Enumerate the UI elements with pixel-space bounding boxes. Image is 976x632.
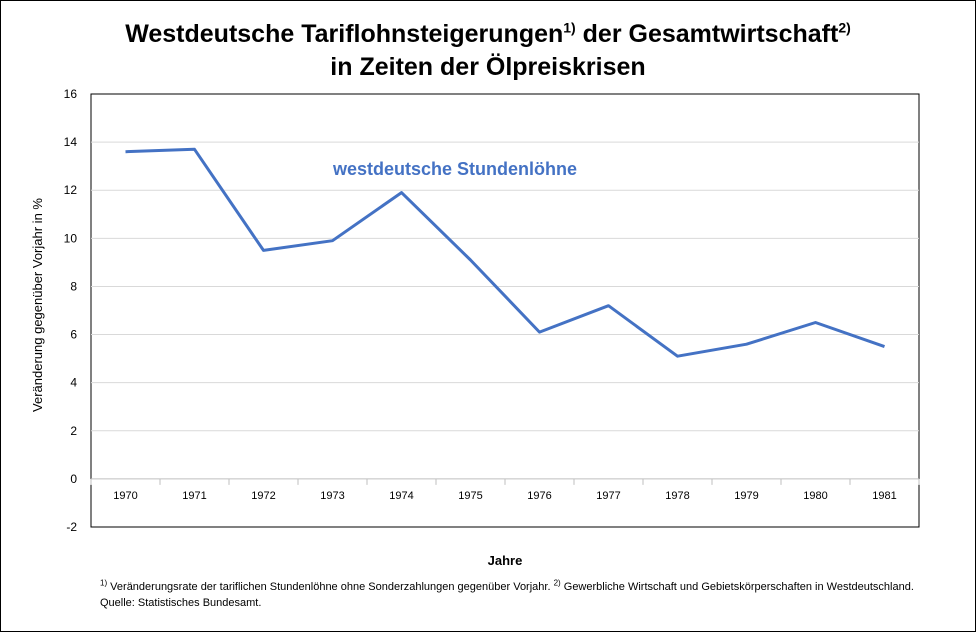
x-tick-label: 1979 xyxy=(734,490,758,502)
x-tick-label: 1981 xyxy=(872,490,896,502)
x-tick-label: 1977 xyxy=(596,490,620,502)
title-line-2: in Zeiten der Ölpreiskrisen xyxy=(330,53,646,81)
chart-title: Westdeutsche Tariflohnsteigerungen1) der… xyxy=(0,18,976,84)
x-tick-label: 1976 xyxy=(527,490,551,502)
footnote-text-1: Veränderungsrate der tariflichen Stunden… xyxy=(107,581,554,593)
y-tick-label: 2 xyxy=(70,424,77,438)
y-tick-label: 10 xyxy=(64,231,78,245)
x-tick-label: 1975 xyxy=(458,490,482,502)
footnote-marker-1: 1) xyxy=(100,578,108,588)
x-tick-label: 1974 xyxy=(389,490,413,502)
title-footnote-marker-2: 2) xyxy=(838,19,851,36)
y-tick-label: 4 xyxy=(70,376,77,390)
y-tick-labels: -2 0 2 4 6 8 10 12 14 16 xyxy=(64,87,78,534)
footnote-source: Quelle: Statistisches Bundesamt. xyxy=(100,597,262,609)
y-tick-label: 0 xyxy=(70,472,77,486)
title-part-2: der Gesamtwirtschaft xyxy=(575,20,839,48)
x-axis: 1970 1971 1972 1973 1974 1975 1976 1977 1978 1979… xyxy=(90,478,920,502)
footnote: 1) Veränderungsrate der tariflichen Stun… xyxy=(100,579,960,611)
x-tick-label: 1973 xyxy=(320,490,344,502)
series-line xyxy=(125,147,885,358)
x-tick-label: 1970 xyxy=(113,490,137,502)
x-tick-label: 1971 xyxy=(182,490,206,502)
title-line-1: Westdeutsche Tariflohnsteigerungen1) der… xyxy=(0,18,976,51)
footnote-marker-2: 2) xyxy=(553,578,561,588)
y-tick-label: 12 xyxy=(64,183,78,197)
y-tick-label: 6 xyxy=(70,328,77,342)
y-tick-label: 14 xyxy=(64,135,78,149)
y-tick-label: 8 xyxy=(70,279,77,293)
gridlines xyxy=(91,141,919,432)
y-tick-label: -2 xyxy=(66,520,77,534)
x-tick-label: 1978 xyxy=(665,490,689,502)
title-part-1: Westdeutsche Tariflohnsteigerungen xyxy=(125,20,564,48)
title-footnote-marker-1: 1) xyxy=(563,19,576,36)
y-axis-label: Veränderung gegenüber Vorjahr in % xyxy=(30,198,45,412)
x-tick-label: 1972 xyxy=(251,490,275,502)
footnote-line-1: 1) Veränderungsrate der tariflichen Stun… xyxy=(100,579,960,595)
y-tick-label: 16 xyxy=(64,87,78,101)
series-label: westdeutsche Stundenlöhne xyxy=(332,159,577,179)
x-axis-label: Jahre xyxy=(488,553,523,568)
x-tick-label: 1980 xyxy=(803,490,827,502)
plot-area xyxy=(90,93,920,528)
footnote-text-2: Gewerbliche Wirtschaft und Gebietskörper… xyxy=(560,581,914,593)
series-layer xyxy=(125,147,885,358)
